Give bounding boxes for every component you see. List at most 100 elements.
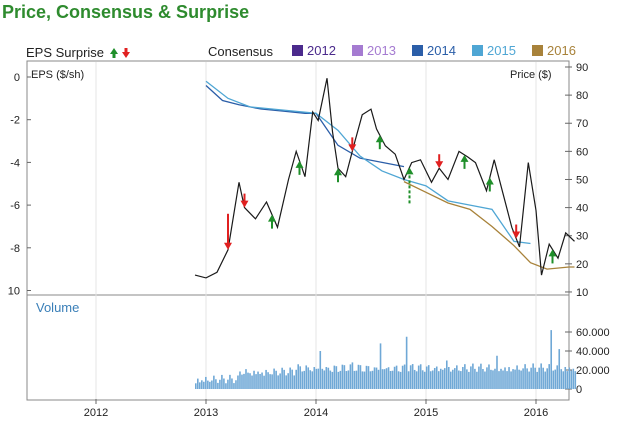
volume-bar [405, 336, 408, 389]
volume-bar [498, 371, 500, 389]
volume-bar [283, 369, 285, 389]
volume-bar [223, 378, 225, 389]
volume-bar [407, 371, 410, 389]
volume-bar [207, 380, 209, 389]
volume-bar [221, 374, 223, 389]
volume-bar [456, 365, 458, 389]
volume-bar [377, 369, 380, 389]
volume-bar [427, 365, 430, 389]
price-tick-label: 70 [576, 118, 588, 130]
surprise-up-arrow [268, 214, 276, 229]
volume-bar [452, 369, 454, 389]
volume-bar [395, 365, 398, 389]
surprise-up-arrow [295, 160, 304, 175]
surprise-down-arrow [512, 224, 521, 239]
volume-bar [341, 364, 344, 389]
volume-label: Volume [36, 300, 79, 315]
legend-swatch-2015 [472, 45, 483, 56]
volume-bar [403, 364, 406, 389]
price-tick-label: 90 [576, 62, 588, 74]
volume-bar [415, 371, 418, 389]
volume-bar [297, 364, 300, 389]
volume-bar [247, 372, 249, 389]
legend-swatch-2012 [292, 45, 303, 56]
volume-bar [211, 380, 213, 389]
volume-bar [506, 371, 508, 389]
price-axis-label: Price ($) [510, 69, 552, 81]
volume-bar [401, 365, 404, 389]
volume-bar [257, 371, 259, 389]
volume-bar [540, 363, 542, 389]
x-axis: 2012 2013 2014 2015 2016 [84, 399, 548, 419]
volume-bar [516, 365, 518, 389]
volume-bar [345, 371, 348, 389]
volume-bar [488, 364, 490, 389]
volume-bar [267, 372, 269, 389]
volume-bar [249, 373, 251, 389]
volume-bar [552, 370, 555, 389]
plot-frame [26, 60, 570, 296]
volume-bar [445, 360, 448, 389]
consensus-line-2016 [403, 181, 575, 270]
volume-bar [504, 367, 506, 389]
volume-bar [566, 371, 569, 389]
volume-bar [419, 364, 422, 389]
volume-bar [413, 369, 416, 389]
down-arrow-icon [122, 48, 130, 58]
volume-bar [373, 367, 376, 389]
volume-bar [558, 349, 561, 389]
surprise-down-arrow [435, 154, 444, 169]
volume-bar [508, 367, 510, 389]
volume-bar [387, 367, 390, 389]
volume-bar [393, 366, 396, 389]
volume-bar [512, 369, 514, 389]
volume-bar [379, 343, 382, 389]
volume-bar [458, 370, 460, 389]
x-tick-label: 2014 [304, 407, 328, 419]
volume-bar [532, 363, 534, 389]
volume-bar [333, 365, 336, 389]
surprise-down-arrow [348, 137, 357, 152]
volume-bar [243, 373, 245, 389]
volume-bar [371, 370, 374, 389]
volume-bar [353, 370, 356, 389]
volume-bar [518, 369, 520, 389]
volume-bar [423, 371, 426, 389]
volume-bar [349, 364, 352, 389]
volume-bar [574, 371, 577, 389]
volume-bar [367, 366, 370, 389]
volume-bar [327, 367, 330, 389]
eps-tick-label: 0 [14, 72, 20, 84]
volume-bar [203, 381, 205, 389]
price-tick-label: 80 [576, 90, 588, 102]
volume-bar [572, 368, 575, 389]
volume-bar [448, 366, 450, 389]
volume-bar [303, 370, 306, 389]
volume-bar [311, 371, 314, 389]
volume-bar [520, 370, 522, 389]
volume-bar [385, 368, 388, 389]
volume-bar [299, 366, 302, 389]
volume-bar [365, 365, 368, 389]
volume-bar [309, 370, 312, 389]
legend-label-2016: 2016 [547, 43, 576, 58]
eps-tick-label: -4 [10, 157, 20, 169]
volume-bar [287, 373, 289, 389]
volume-bar [241, 374, 243, 389]
surprise-up-arrow [460, 154, 469, 169]
volume-bar [546, 368, 548, 389]
legend-label-2012: 2012 [307, 43, 336, 58]
eps-tick-label: -2 [10, 115, 20, 127]
x-tick-label: 2016 [524, 407, 548, 419]
volume-bar [275, 370, 277, 389]
volume-bar [359, 365, 362, 389]
volume-bar [425, 366, 428, 389]
legend-label-2014: 2014 [427, 43, 456, 58]
surprise-up-arrow [334, 168, 342, 183]
volume-bars [195, 330, 577, 389]
volume-bar [253, 370, 255, 389]
eps-tick-label: -8 [10, 243, 20, 255]
volume-bar [245, 369, 247, 389]
volume-bar [269, 374, 271, 389]
